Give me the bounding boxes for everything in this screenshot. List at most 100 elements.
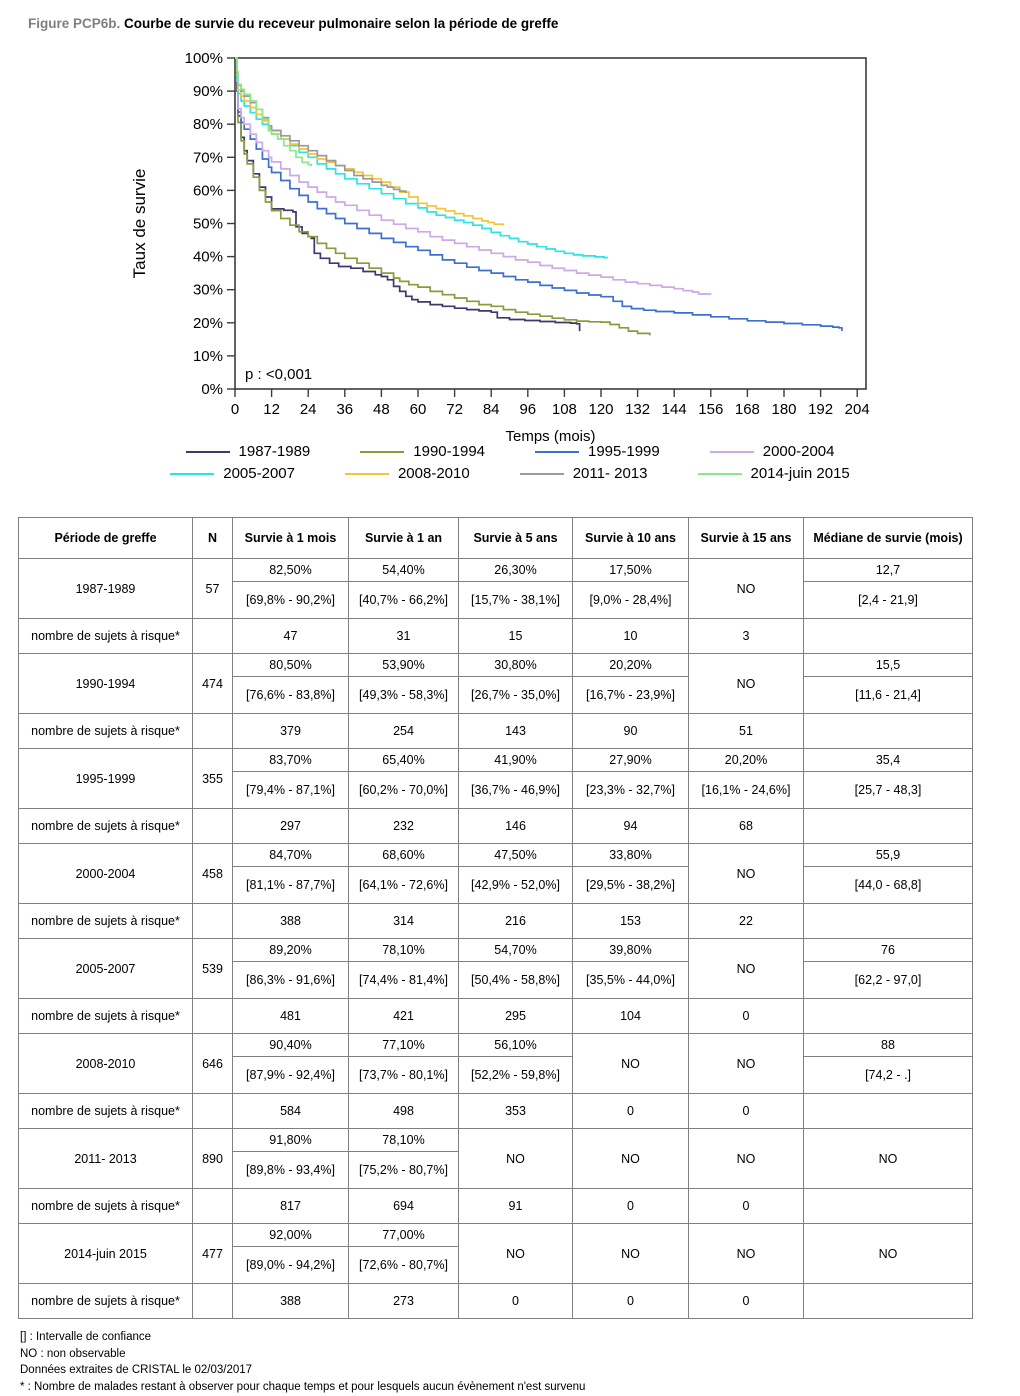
y-tick-label: 90%	[193, 83, 223, 100]
legend-line-swatch	[535, 450, 579, 453]
y-tick-label: 80%	[193, 116, 223, 133]
risk-label-cell: nombre de sujets à risque*	[18, 1188, 193, 1224]
footnotes: [] : Intervalle de confiance NO : non obs…	[20, 1329, 1020, 1396]
curve-1987-1989	[235, 57, 581, 332]
risk-empty-cell	[192, 998, 233, 1034]
figure-number: Figure PCP6b.	[28, 16, 121, 31]
value-cell: 12,7	[803, 558, 973, 582]
x-axis-title: Temps (mois)	[505, 428, 595, 445]
ci-cell: [74,4% - 81,4%]	[348, 961, 459, 999]
x-tick-label: 60	[410, 401, 427, 418]
risk-value-cell: 3	[688, 618, 804, 654]
x-tick-label: 204	[845, 401, 870, 418]
survival-chart: 0% 10% 20% 30% 40% 50% 60% 70% 80% 90% 100% 0 12 24 36…	[0, 41, 1020, 503]
period-cell: 1995-1999	[18, 748, 193, 809]
table-row-ci: [87,9% - 92,4%] [73,7% - 80,1%] [52,2% - 5…	[19, 1056, 973, 1094]
risk-value-cell: 15	[458, 618, 573, 654]
value-cell: 91,80%	[232, 1128, 349, 1152]
risk-value-cell: 68	[688, 808, 804, 844]
value-cell: 30,80%	[458, 653, 573, 677]
ci-cell: [42,9% - 52,0%]	[458, 866, 573, 904]
y-tick-label: 20%	[193, 315, 223, 332]
curve-1995-1999	[235, 57, 843, 332]
value-cell: 76	[803, 938, 973, 962]
footnote-line: Données extraites de CRISTAL le 02/03/20…	[20, 1364, 253, 1377]
ci-cell: [16,1% - 24,6%]	[688, 771, 804, 809]
ci-cell: [40,7% - 66,2%]	[348, 581, 459, 619]
risk-value-cell: 0	[688, 1188, 804, 1224]
period-cell: 2011- 2013	[18, 1128, 193, 1189]
y-tick-label: 100%	[185, 50, 223, 67]
y-tick-label: 10%	[193, 348, 223, 365]
value-cell: 89,20%	[232, 938, 349, 962]
table-row-risk: nombre de sujets à risque* 47 31 15 10 3	[18, 618, 973, 654]
x-tick-label: 24	[300, 401, 317, 418]
value-cell: 20,20%	[688, 748, 804, 772]
ci-cell: [86,3% - 91,6%]	[232, 961, 349, 999]
legend-line-swatch	[185, 450, 230, 453]
value-cell: 47,50%	[458, 843, 573, 867]
legend-line-swatch	[519, 472, 564, 475]
value-cell: NO	[688, 1128, 804, 1189]
curve-2000-2004	[235, 57, 712, 295]
value-cell: NO	[572, 1128, 689, 1189]
risk-empty-cell	[192, 903, 233, 939]
x-tick-label: 180	[771, 401, 796, 418]
footnote-line: [] : Intervalle de confiance	[20, 1331, 152, 1343]
table-row-risk: nombre de sujets à risque* 481 421 295 104 0	[18, 998, 973, 1034]
legend-row: 1987-1989 1990-1994 1995-1999 2000-2004	[0, 443, 1020, 460]
x-tick-label: 96	[519, 401, 536, 418]
footnote-line: * : Nombre de malades restant à observer…	[20, 1381, 586, 1394]
curve-2005-2007	[235, 57, 608, 259]
legend-item: 2000-2004	[709, 443, 834, 460]
legend-item: 1990-1994	[360, 443, 485, 460]
ci-cell: [76,6% - 83,8%]	[232, 676, 349, 714]
value-cell: 77,00%	[348, 1223, 459, 1247]
risk-empty-cell	[192, 1188, 233, 1224]
ci-cell: [50,4% - 58,8%]	[458, 961, 573, 999]
table-row: 2000-2004 458 84,70% 68,60% 47,50% 33,80% NO 55…	[18, 843, 973, 904]
table-header-cell: N	[192, 517, 233, 559]
period-cell: 1990-1994	[18, 653, 193, 714]
table-row-ci: [69,8% - 90,2%] [40,7% - 66,2%] [15,7% - 3…	[19, 581, 973, 619]
risk-label-cell: nombre de sujets à risque*	[18, 713, 193, 749]
period-cell: 1987-1989	[18, 558, 193, 619]
period-cell: 2000-2004	[18, 843, 193, 904]
table-header-cell: Survie à 15 ans	[688, 517, 804, 559]
value-cell: NO	[458, 1128, 573, 1189]
ci-cell: [87,9% - 92,4%]	[232, 1056, 349, 1094]
value-cell: 41,90%	[458, 748, 573, 772]
legend-item: 2008-2010	[344, 465, 470, 482]
x-tick-label: 84	[483, 401, 500, 418]
risk-value-cell: 388	[232, 1283, 349, 1319]
x-tick-label: 48	[373, 401, 390, 418]
risk-value-cell	[803, 713, 973, 749]
risk-value-cell	[803, 1188, 973, 1224]
ci-cell: [79,4% - 87,1%]	[232, 771, 349, 809]
value-cell: 35,4	[803, 748, 973, 772]
x-tick-label: 12	[263, 401, 280, 418]
risk-value-cell: 584	[232, 1093, 349, 1129]
n-cell: 474	[192, 653, 233, 714]
value-cell: 80,50%	[232, 653, 349, 677]
chart-legend: 1987-1989 1990-1994 1995-1999 2000-2004 2005…	[0, 443, 1020, 487]
risk-label-cell: nombre de sujets à risque*	[18, 998, 193, 1034]
risk-value-cell: 314	[348, 903, 459, 939]
legend-label: 1987-1989	[238, 443, 311, 460]
risk-value-cell: 498	[348, 1093, 459, 1129]
table-row-risk: nombre de sujets à risque* 388 273 0 0 0	[18, 1283, 973, 1319]
x-tick-label: 108	[552, 401, 577, 418]
ci-cell: [9,0% - 28,4%]	[572, 581, 689, 619]
legend-line-swatch	[360, 450, 405, 453]
risk-value-cell: 0	[688, 1093, 804, 1129]
risk-value-cell: 22	[688, 903, 804, 939]
y-tick-label: 30%	[193, 282, 223, 299]
value-cell: 20,20%	[572, 653, 689, 677]
legend-label: 1995-1999	[588, 443, 660, 460]
risk-label-cell: nombre de sujets à risque*	[18, 1093, 193, 1129]
risk-value-cell: 10	[572, 618, 689, 654]
ci-cell: [60,2% - 70,0%]	[348, 771, 459, 809]
value-cell: 83,70%	[232, 748, 349, 772]
table-row-risk: nombre de sujets à risque* 297 232 146 94 68	[18, 808, 973, 844]
ci-cell: [23,3% - 32,7%]	[572, 771, 689, 809]
